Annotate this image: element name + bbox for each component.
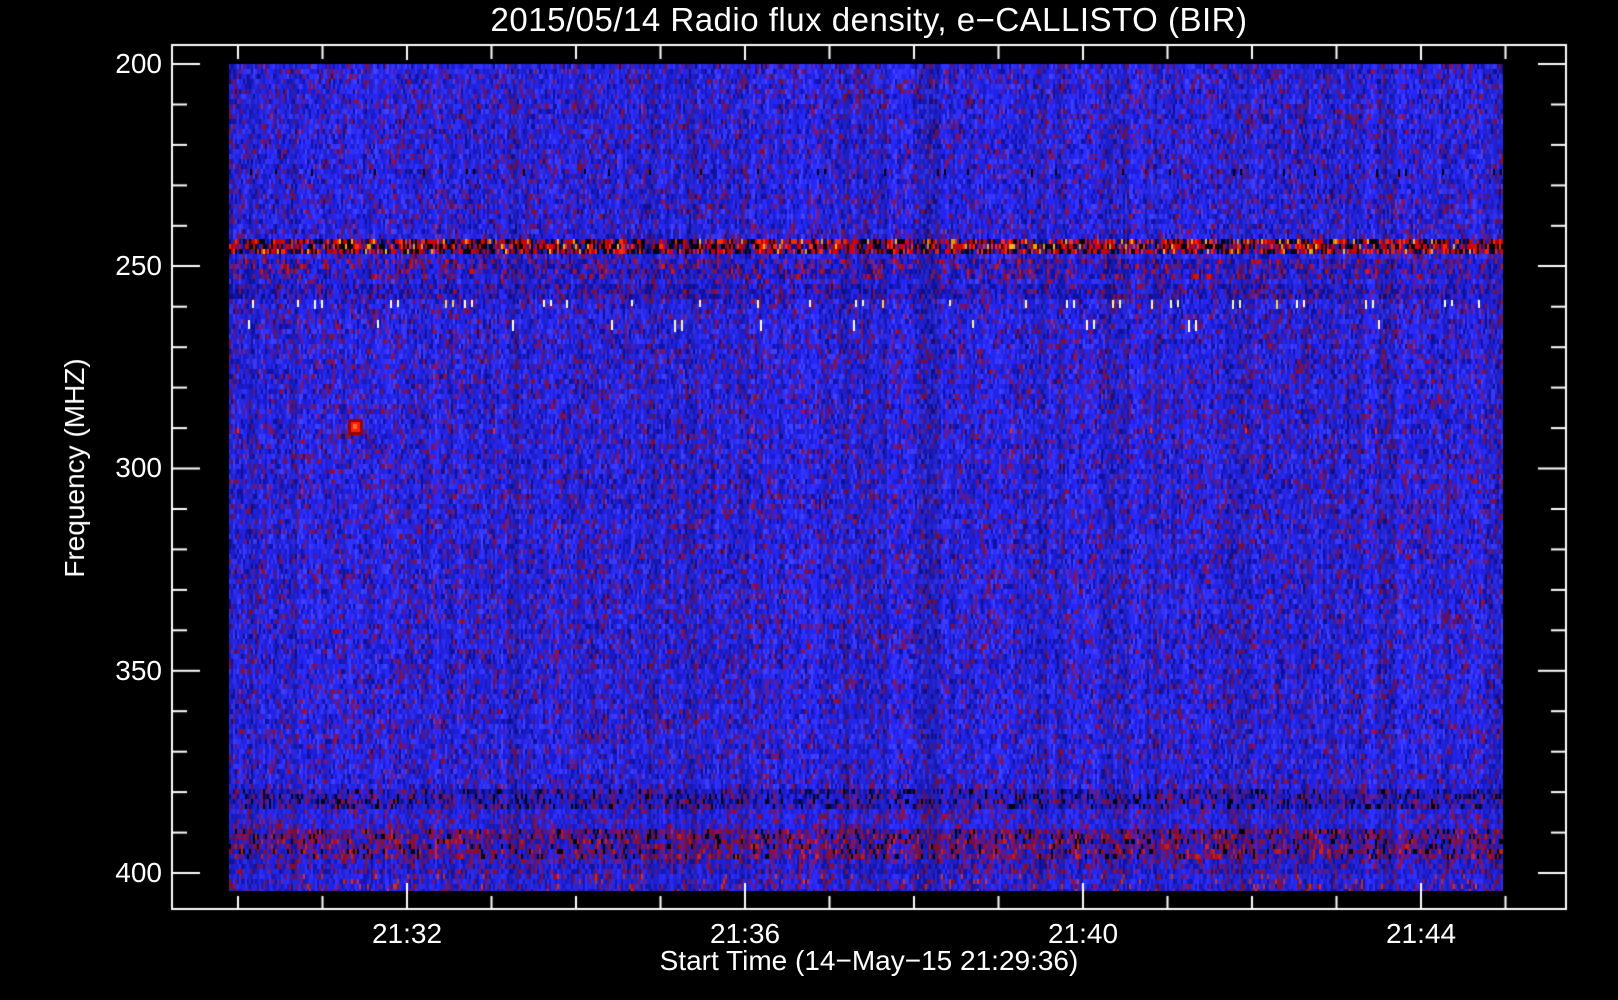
y-tick-label-300: 300 [115, 452, 162, 483]
x-tick-label-2140: 21:40 [1047, 918, 1119, 949]
x-tick-label-2132: 21:32 [371, 918, 443, 949]
y-tick-label-400: 400 [115, 857, 162, 888]
y-tick-label-250: 250 [115, 250, 162, 281]
x-axis-title: Start Time (14−May−15 21:29:36) [659, 945, 1079, 976]
x-tick-label-2144: 21:44 [1385, 918, 1457, 949]
y-tick-label-350: 350 [115, 655, 162, 686]
x-tick-label-2136: 21:36 [709, 918, 781, 949]
y-tick-label-200: 200 [115, 48, 162, 79]
chart-title: 2015/05/14 Radio flux density, e−CALLIST… [490, 1, 1248, 38]
